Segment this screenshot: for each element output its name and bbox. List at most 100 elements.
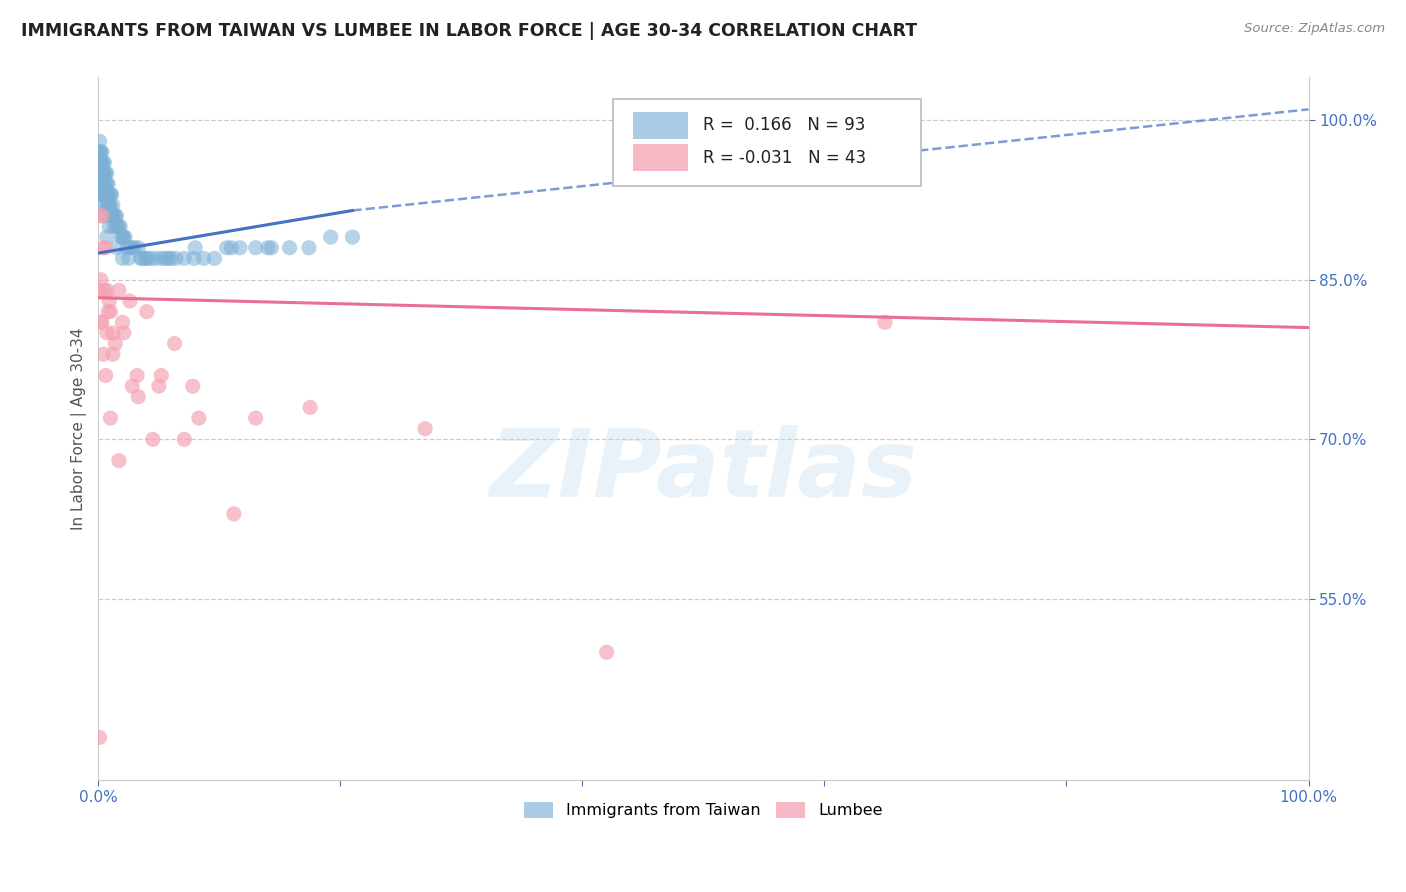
Point — [204, 252, 226, 266]
Point — [184, 241, 207, 255]
Point — [93, 283, 115, 297]
Point — [94, 187, 117, 202]
Point — [94, 166, 117, 180]
Point — [96, 166, 118, 180]
Point — [101, 326, 124, 340]
Point — [100, 209, 122, 223]
Y-axis label: In Labor Force | Age 30-34: In Labor Force | Age 30-34 — [72, 327, 87, 530]
Point — [91, 187, 114, 202]
Point — [139, 252, 162, 266]
Point — [105, 241, 128, 255]
Point — [96, 230, 118, 244]
Point — [148, 379, 170, 393]
Point — [91, 347, 114, 361]
Point — [91, 166, 114, 180]
Point — [215, 241, 238, 255]
Point — [160, 252, 183, 266]
Point — [111, 230, 134, 244]
Point — [96, 187, 118, 202]
Point — [112, 326, 135, 340]
Point — [90, 155, 112, 169]
Legend: Immigrants from Taiwan, Lumbee: Immigrants from Taiwan, Lumbee — [517, 796, 889, 825]
Point — [103, 209, 125, 223]
Point — [150, 368, 173, 383]
Point — [94, 241, 117, 255]
Point — [260, 241, 283, 255]
Point — [187, 411, 209, 425]
Point — [150, 252, 173, 266]
Text: IMMIGRANTS FROM TAIWAN VS LUMBEE IN LABOR FORCE | AGE 30-34 CORRELATION CHART: IMMIGRANTS FROM TAIWAN VS LUMBEE IN LABO… — [21, 22, 917, 40]
Point — [131, 252, 153, 266]
Point — [90, 187, 112, 202]
Point — [319, 230, 342, 244]
Point — [193, 252, 215, 266]
Point — [93, 166, 115, 180]
Point — [98, 198, 121, 212]
Point — [100, 209, 122, 223]
Point — [342, 230, 364, 244]
Point — [100, 187, 122, 202]
Point — [91, 177, 114, 191]
Point — [173, 252, 195, 266]
Point — [89, 731, 111, 745]
Point — [121, 379, 143, 393]
Point — [105, 219, 128, 234]
Point — [93, 155, 115, 169]
Point — [103, 219, 125, 234]
Point — [91, 166, 114, 180]
Point — [89, 283, 111, 297]
Point — [413, 422, 436, 436]
Point — [595, 645, 617, 659]
Point — [183, 252, 205, 266]
Point — [135, 252, 157, 266]
Point — [129, 252, 152, 266]
Point — [91, 177, 114, 191]
Point — [121, 241, 143, 255]
Point — [135, 304, 157, 318]
Point — [100, 198, 122, 212]
FancyBboxPatch shape — [633, 112, 688, 138]
Point — [112, 230, 135, 244]
Point — [142, 433, 165, 447]
Point — [91, 241, 114, 255]
Point — [101, 209, 124, 223]
Point — [89, 145, 111, 159]
Point — [873, 315, 896, 329]
Point — [98, 187, 121, 202]
Point — [278, 241, 301, 255]
Point — [107, 219, 129, 234]
Point — [100, 304, 122, 318]
Point — [135, 252, 157, 266]
Point — [100, 411, 122, 425]
Point — [299, 401, 322, 415]
Point — [221, 241, 243, 255]
Text: R = -0.031   N = 43: R = -0.031 N = 43 — [703, 149, 866, 167]
Point — [105, 209, 128, 223]
Point — [110, 230, 132, 244]
Point — [96, 177, 118, 191]
Point — [245, 241, 267, 255]
Point — [96, 326, 118, 340]
Text: R =  0.166   N = 93: R = 0.166 N = 93 — [703, 116, 866, 134]
Point — [98, 293, 121, 308]
Point — [245, 411, 267, 425]
Point — [93, 198, 115, 212]
Point — [298, 241, 321, 255]
Point — [229, 241, 252, 255]
Point — [90, 166, 112, 180]
Point — [124, 241, 146, 255]
Point — [165, 252, 187, 266]
Point — [100, 187, 122, 202]
Point — [127, 241, 149, 255]
Point — [96, 283, 118, 297]
Point — [153, 252, 176, 266]
FancyBboxPatch shape — [633, 145, 688, 171]
Point — [181, 379, 204, 393]
Point — [98, 219, 121, 234]
Point — [104, 209, 127, 223]
Point — [157, 252, 180, 266]
Point — [90, 273, 112, 287]
Point — [163, 336, 186, 351]
Point — [91, 155, 114, 169]
Point — [97, 304, 120, 318]
